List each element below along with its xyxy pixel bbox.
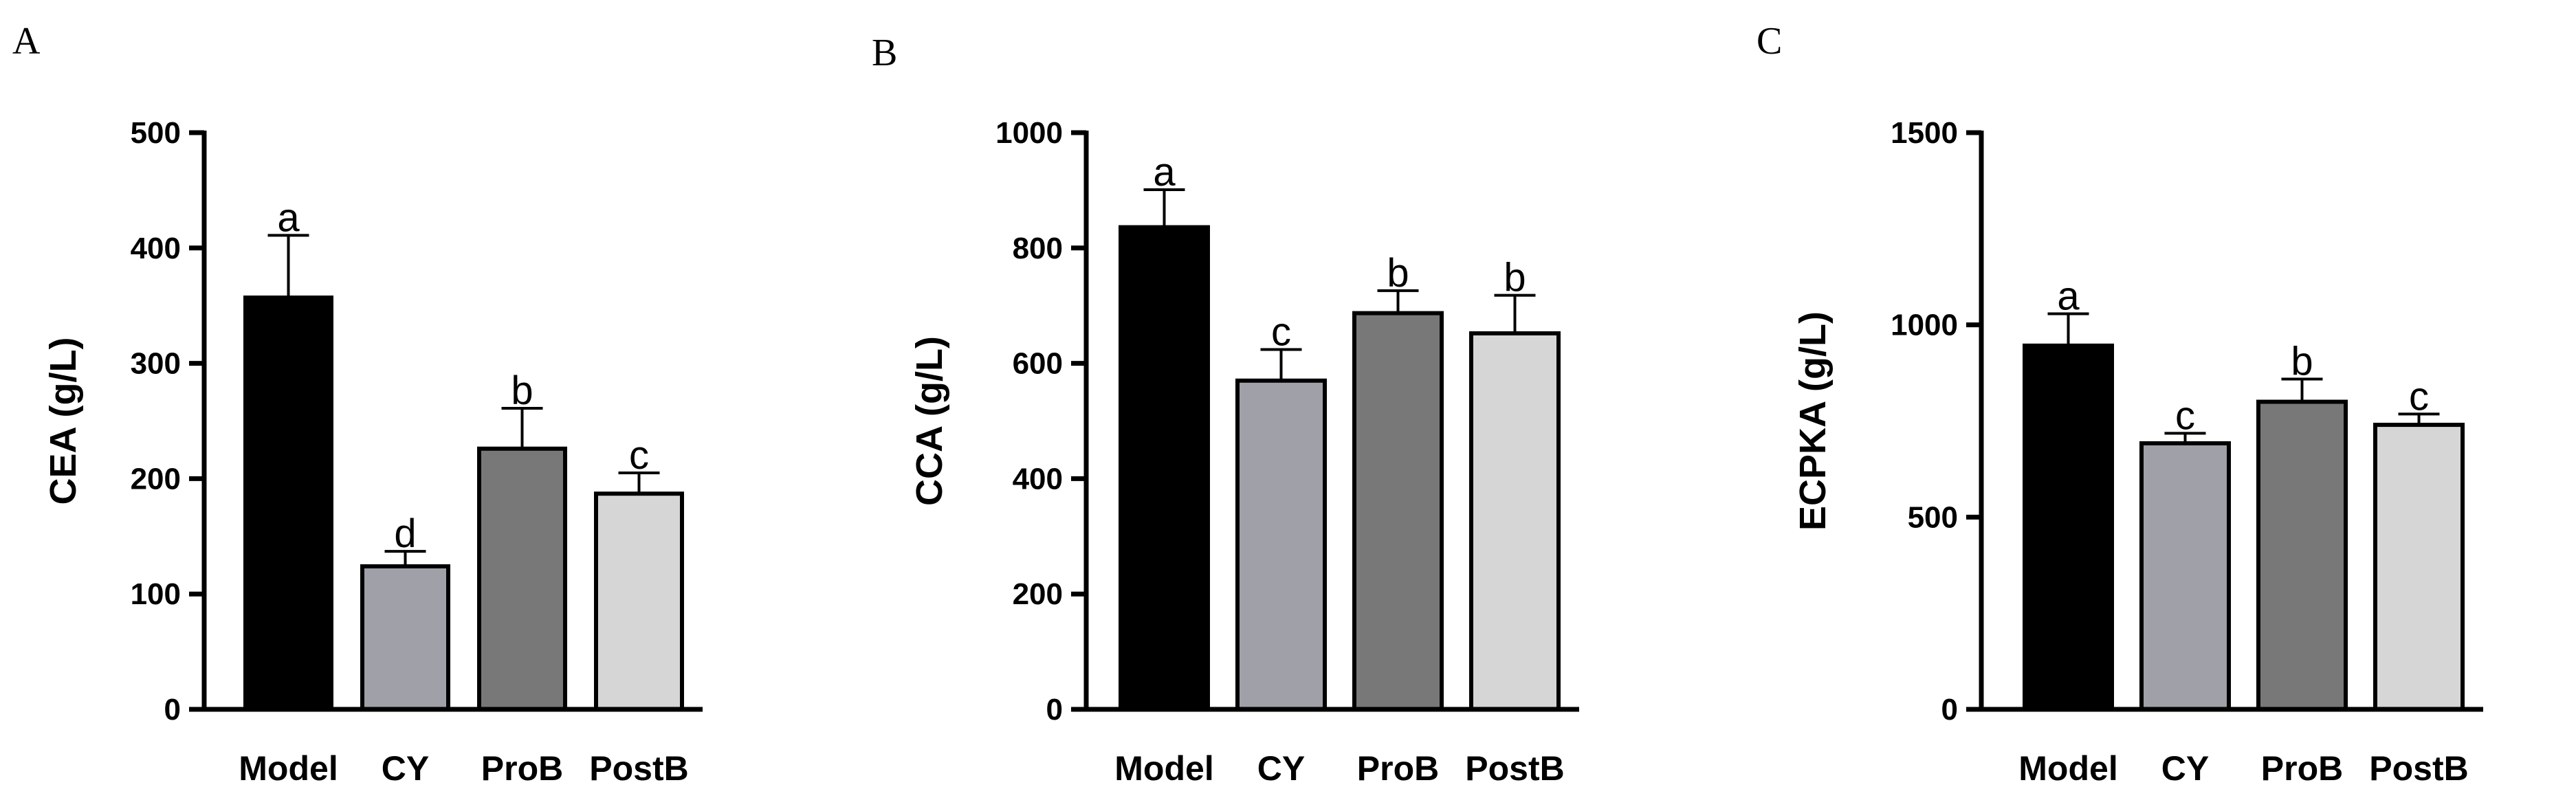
y-tick-label: 400 xyxy=(131,232,181,265)
y-tick-label: 0 xyxy=(1941,693,1958,727)
y-tick-label: 200 xyxy=(1013,577,1063,611)
x-tick-label: ProB xyxy=(2261,749,2343,788)
x-tick-label: ProB xyxy=(481,749,563,788)
y-tick-label: 500 xyxy=(131,116,181,150)
x-tick-label: PostB xyxy=(2369,749,2468,788)
significance-letter: a xyxy=(1153,150,1176,195)
x-tick-label: Model xyxy=(1114,749,1213,788)
bar-model xyxy=(243,295,333,712)
y-tick-label: 1500 xyxy=(1891,116,1958,150)
bar-cy xyxy=(2139,441,2231,711)
significance-letter: b xyxy=(1387,251,1409,296)
panel-letter: A xyxy=(12,20,41,63)
bar-cy xyxy=(360,564,450,711)
x-tick-label: CY xyxy=(2161,749,2209,788)
bar-cy xyxy=(1235,378,1327,712)
significance-letter: c xyxy=(629,433,649,478)
y-axis-label: CCA (g/L) xyxy=(909,336,950,506)
y-axis-label: ECPKA (g/L) xyxy=(1792,311,1834,531)
panel-letter: C xyxy=(1757,20,1782,63)
chart-panel-c: C ECPKA (g/L) a Model c CY b ProB c PostB 0 500 1000… xyxy=(1757,20,2483,788)
chart-panel-b: B CCA (g/L) a Model c CY b ProB b PostB 0 200 400 600… xyxy=(872,32,1579,788)
significance-letter: a xyxy=(277,195,300,240)
y-tick-label: 200 xyxy=(131,462,181,496)
bar-postb xyxy=(1469,331,1561,711)
y-tick-label: 600 xyxy=(1013,347,1063,381)
bar-postb xyxy=(594,491,684,711)
x-tick-label: CY xyxy=(1257,749,1305,788)
significance-letter: b xyxy=(1504,256,1526,300)
y-tick-label: 1000 xyxy=(995,116,1063,150)
y-tick-label: 0 xyxy=(1046,693,1063,727)
y-tick-label: 100 xyxy=(131,577,181,611)
significance-letter: b xyxy=(511,368,533,413)
significance-letter: d xyxy=(394,511,416,556)
panel-letter: B xyxy=(872,32,897,74)
y-tick-label: 0 xyxy=(164,693,181,727)
significance-letter: a xyxy=(2057,274,2080,318)
x-tick-label: PostB xyxy=(1465,749,1564,788)
chart-panel-a: A CEA (g/L) a Model d CY b ProB c PostB 0 100 200 300… xyxy=(12,20,703,788)
x-tick-label: CY xyxy=(382,749,429,788)
significance-letter: c xyxy=(2409,374,2429,419)
bar-postb xyxy=(2373,423,2465,711)
x-tick-label: Model xyxy=(239,749,338,788)
significance-letter: c xyxy=(1271,309,1291,354)
y-tick-label: 500 xyxy=(1908,500,1958,534)
x-tick-label: PostB xyxy=(589,749,688,788)
bar-prob xyxy=(1352,311,1444,711)
y-tick-label: 800 xyxy=(1013,232,1063,265)
bar-model xyxy=(2023,343,2114,711)
significance-letter: b xyxy=(2291,340,2313,384)
x-tick-label: Model xyxy=(2018,749,2117,788)
bar-prob xyxy=(477,446,567,711)
bar-prob xyxy=(2256,399,2348,711)
y-tick-label: 300 xyxy=(131,347,181,381)
x-tick-label: ProB xyxy=(1357,749,1439,788)
bar-model xyxy=(1119,225,1210,711)
y-axis-label: CEA (g/L) xyxy=(43,337,84,505)
y-tick-label: 1000 xyxy=(1891,309,1958,342)
significance-letter: c xyxy=(2175,393,2195,438)
y-tick-label: 400 xyxy=(1013,462,1063,496)
